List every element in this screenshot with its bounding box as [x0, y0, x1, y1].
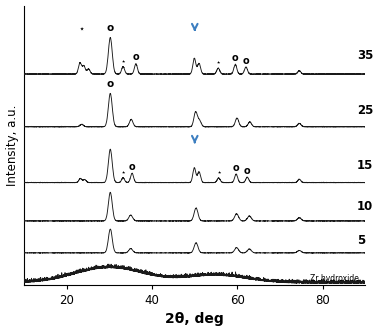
Text: 10: 10 — [357, 200, 373, 213]
Text: $\star$: $\star$ — [120, 168, 126, 177]
X-axis label: 2θ, deg: 2θ, deg — [165, 312, 224, 326]
Text: o: o — [107, 23, 114, 33]
Text: o: o — [232, 53, 239, 63]
Text: o: o — [244, 166, 250, 176]
Text: $\star$: $\star$ — [215, 58, 221, 67]
Text: o: o — [107, 79, 114, 89]
Y-axis label: Intensity, a.u.: Intensity, a.u. — [6, 105, 19, 186]
Text: o: o — [133, 52, 139, 62]
Text: $\star$: $\star$ — [215, 168, 222, 177]
Text: o: o — [233, 163, 239, 173]
Text: o: o — [243, 56, 249, 66]
Text: 35: 35 — [357, 49, 373, 62]
Text: $\star$: $\star$ — [120, 56, 126, 65]
Text: 25: 25 — [357, 104, 373, 117]
Text: o: o — [129, 162, 135, 172]
Text: 15: 15 — [357, 159, 373, 172]
Text: 5: 5 — [357, 234, 365, 247]
Text: $\star$: $\star$ — [78, 23, 85, 33]
Text: Zr hydroxide: Zr hydroxide — [310, 274, 359, 283]
